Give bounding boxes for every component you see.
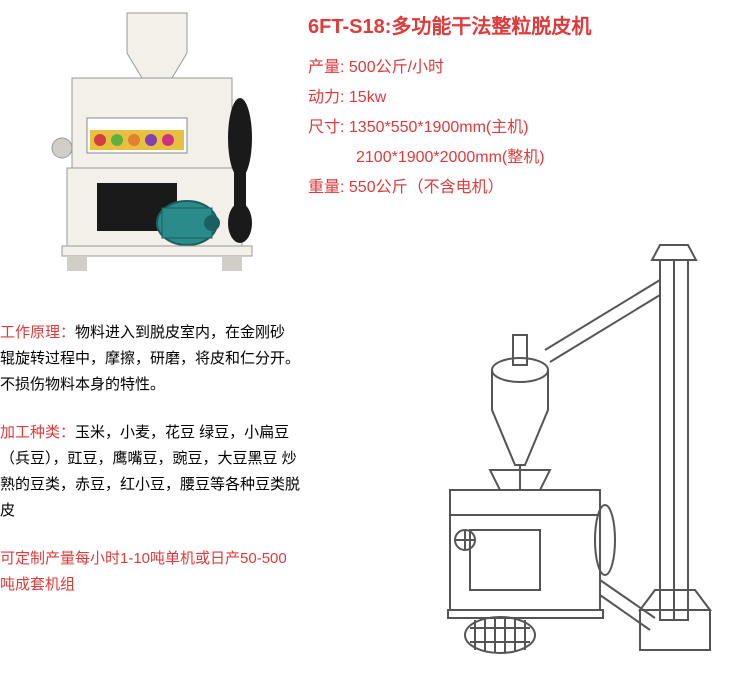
custom-capacity: 可定制产量每小时1-10吨单机或日产50-500吨成套机组 [0, 546, 300, 598]
machine-diagram [370, 240, 730, 660]
spec-size-value2: 2100*1900*2000mm(整机) [356, 143, 545, 173]
description-block: 工作原理：物料进入到脱皮室内，在金刚砂辊旋转过程中，摩擦，研磨，将皮和仁分开。不… [0, 320, 300, 620]
processing-types: 加工种类：玉米，小麦，花豆 绿豆，小扁豆（兵豆），豇豆，鹰嘴豆，豌豆，大豆黑豆 … [0, 420, 300, 524]
spec-size-label: 尺寸: [308, 113, 344, 143]
product-photo [12, 8, 282, 288]
spec-size-value1: 1350*550*1900mm(主机) [349, 113, 529, 143]
spec-capacity-value: 500公斤/小时 [349, 53, 444, 83]
spec-weight: 重量: 550公斤（不含电机） [308, 173, 728, 203]
spec-weight-label: 重量: [308, 173, 344, 203]
spec-power-label: 动力: [308, 83, 344, 113]
custom-text: 可定制产量每小时1-10吨单机或日产50-500吨成套机组 [0, 550, 287, 593]
spec-size: 尺寸: 1350*550*1900mm(主机) [308, 113, 728, 143]
spec-capacity-label: 产量: [308, 53, 344, 83]
product-title: 6FT-S18:多功能干法整粒脱皮机 [308, 10, 728, 39]
types-label: 加工种类： [0, 424, 75, 441]
spec-power-value: 15kw [349, 83, 386, 113]
specs-block: 6FT-S18:多功能干法整粒脱皮机 产量: 500公斤/小时 动力: 15kw… [308, 10, 728, 203]
spec-capacity: 产量: 500公斤/小时 [308, 53, 728, 83]
spec-power: 动力: 15kw [308, 83, 728, 113]
principle-label: 工作原理： [0, 324, 75, 341]
working-principle: 工作原理：物料进入到脱皮室内，在金刚砂辊旋转过程中，摩擦，研磨，将皮和仁分开。不… [0, 320, 300, 398]
spec-weight-value: 550公斤（不含电机） [349, 173, 504, 203]
spec-size-line2: 2100*1900*2000mm(整机) [308, 143, 728, 173]
